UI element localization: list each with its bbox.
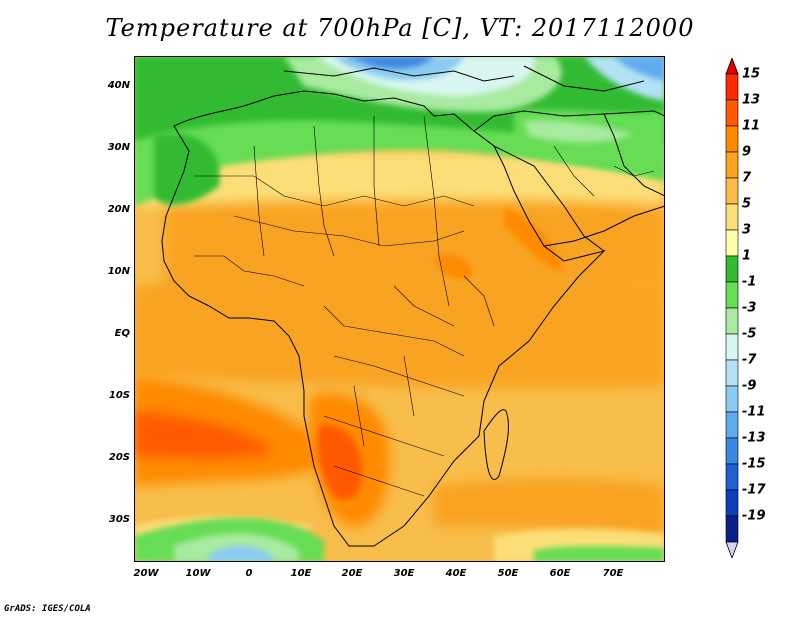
colorbar-swatch bbox=[725, 333, 739, 361]
colorbar-bottom-arrow bbox=[725, 541, 739, 560]
colorbar-label: -19 bbox=[742, 508, 766, 524]
colorbar-label: 13 bbox=[742, 92, 761, 108]
lat-label-20n: 20N bbox=[107, 204, 130, 215]
temperature-field bbox=[134, 56, 665, 562]
lon-label-70e: 70E bbox=[602, 568, 624, 579]
colorbar-label: -1 bbox=[742, 274, 757, 290]
colorbar-swatch bbox=[725, 515, 739, 543]
lon-label-20w: 20W bbox=[133, 568, 159, 579]
colorbar-label: -3 bbox=[742, 300, 757, 316]
colorbar-label: 11 bbox=[742, 118, 761, 134]
colorbar-swatch bbox=[725, 437, 739, 465]
lat-label-20s: 20S bbox=[108, 452, 130, 463]
lon-label-0: 0 bbox=[245, 568, 253, 579]
colorbar-swatch bbox=[725, 125, 739, 153]
colorbar-swatch bbox=[725, 385, 739, 413]
grads-credit: GrADS: IGES/COLA bbox=[4, 604, 91, 614]
lat-label-30s: 30S bbox=[108, 514, 130, 525]
temperature-map bbox=[134, 56, 665, 562]
colorbar bbox=[720, 56, 760, 560]
colorbar-swatch bbox=[725, 281, 739, 309]
lat-label-10n: 10N bbox=[107, 266, 130, 277]
lon-label-10w: 10W bbox=[185, 568, 211, 579]
lat-label-eq: EQ bbox=[114, 328, 130, 339]
colorbar-label: 9 bbox=[742, 144, 752, 160]
colorbar-swatch bbox=[725, 73, 739, 101]
colorbar-label: -9 bbox=[742, 378, 757, 394]
colorbar-label: -7 bbox=[742, 352, 757, 368]
colorbar-swatch bbox=[725, 203, 739, 231]
lon-label-50e: 50E bbox=[497, 568, 519, 579]
colorbar-label: 15 bbox=[742, 66, 761, 82]
colorbar-swatch bbox=[725, 489, 739, 517]
colorbar-swatch bbox=[725, 463, 739, 491]
lon-label-60e: 60E bbox=[549, 568, 571, 579]
lon-label-20e: 20E bbox=[341, 568, 363, 579]
colorbar-swatch bbox=[725, 307, 739, 335]
lat-label-40n: 40N bbox=[107, 80, 130, 91]
colorbar-swatch bbox=[725, 151, 739, 179]
colorbar-label: -13 bbox=[742, 430, 766, 446]
coastlines bbox=[161, 65, 665, 547]
colorbar-swatch bbox=[725, 99, 739, 127]
colorbar-swatch bbox=[725, 359, 739, 387]
colorbar-label: 3 bbox=[742, 222, 752, 238]
colorbar-graphic bbox=[725, 56, 739, 560]
colorbar-label: -17 bbox=[742, 482, 766, 498]
colorbar-label: -5 bbox=[742, 326, 757, 342]
colorbar-swatch bbox=[725, 229, 739, 257]
colorbar-label: 5 bbox=[742, 196, 752, 212]
colorbar-label: -11 bbox=[742, 404, 766, 420]
lon-label-40e: 40E bbox=[445, 568, 467, 579]
colorbar-label: -15 bbox=[742, 456, 766, 472]
lon-label-10e: 10E bbox=[290, 568, 312, 579]
colorbar-swatch bbox=[725, 177, 739, 205]
colorbar-label: 7 bbox=[742, 170, 752, 186]
lon-label-30e: 30E bbox=[393, 568, 415, 579]
lat-label-30n: 30N bbox=[107, 142, 130, 153]
colorbar-swatch bbox=[725, 255, 739, 283]
country-borders bbox=[194, 115, 655, 497]
lat-label-10s: 10S bbox=[108, 390, 130, 401]
colorbar-swatch bbox=[725, 411, 739, 439]
colorbar-top-arrow bbox=[725, 56, 739, 75]
colorbar-label: 1 bbox=[742, 248, 752, 264]
map-canvas bbox=[134, 56, 665, 562]
map-title: Temperature at 700hPa [C], VT: 201711200… bbox=[105, 14, 695, 42]
